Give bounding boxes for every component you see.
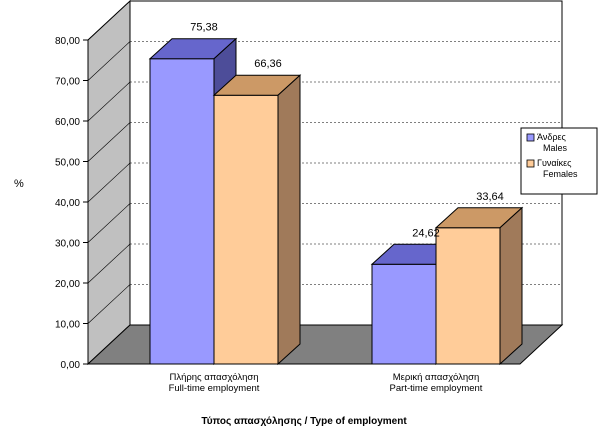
y-tick-label: 60,00 [55,117,80,128]
bar-front [435,227,501,365]
bars [148,37,524,366]
legend-label: Males [543,143,568,153]
y-tick-label: 10,00 [55,320,80,331]
gridline-side [87,243,131,284]
bar-side [499,206,523,366]
legend-label: Γυναίκες [537,158,572,168]
bar-front [149,58,215,365]
gridline-side [87,41,131,81]
data-labels: 75,38 66,36 24,62 33,64 [190,22,504,240]
legend-label: Females [543,169,578,179]
gridline-side [87,81,131,122]
data-label: 66,36 [254,58,282,70]
y-tick-label: 20,00 [55,279,80,290]
x-axis-title: Τύπος απασχόλησης / Type of employment [201,416,407,427]
x-tick-label: Full-time employment [169,383,260,394]
gridline-side [87,284,131,324]
bar [434,206,524,366]
x-tick-label: Part-time employment [390,383,483,394]
y-axis-title: % [14,178,24,190]
y-tick-label: 30,00 [55,239,80,250]
y-axis-ticks: 0,00 10,00 20,00 30,00 40,00 50,00 60,00 70,00 8… [55,36,89,371]
y-tick-label: 0,00 [61,360,81,371]
x-tick-label: Μερική απασχόληση [393,372,480,383]
y-tick-label: 40,00 [55,198,80,209]
gridline-side [87,122,131,162]
data-label: 33,64 [476,191,504,203]
data-label: 75,38 [190,22,218,34]
y-tick-label: 70,00 [55,77,80,88]
legend-swatch [526,133,535,142]
bar-front [213,94,279,365]
gridline-side [87,162,131,203]
bar [212,74,302,366]
legend-label: Άνδρες [537,132,566,142]
data-label: 24,62 [412,227,440,239]
y-tick-label: 50,00 [55,158,80,169]
x-tick-label: Πλήρης απασχόληση [169,372,258,383]
bar-side [277,74,301,366]
legend-swatch [526,159,535,168]
bar-front [371,263,437,365]
y-tick-label: 80,00 [55,36,80,47]
gridline-side [87,0,131,41]
gridline-side [87,203,131,243]
